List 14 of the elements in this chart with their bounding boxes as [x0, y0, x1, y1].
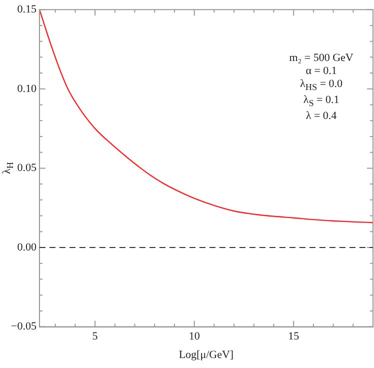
annotation: α = 0.1: [304, 64, 338, 78]
y-tick-label: 0.00: [17, 241, 37, 254]
x-tick-label: 15: [288, 330, 300, 342]
y-tick-label: −0.05: [10, 320, 37, 333]
x-tick-label: 10: [188, 330, 200, 342]
annotation: m₂ = 500 GeV: [289, 52, 354, 65]
annotation: λ = 0.4: [304, 110, 338, 123]
annotation: λ$_{S}$ = 0.1: [302, 94, 340, 110]
x-tick-label: 5: [92, 330, 98, 342]
x-axis-title: Log[μ/GeV]: [178, 348, 234, 362]
y-tick-label: 0.15: [17, 3, 37, 16]
annotation: λ$_{HS}$ = 0.0: [299, 78, 344, 94]
y-tick-label: 0.05: [17, 162, 37, 174]
y-tick-label: 0.10: [17, 82, 37, 95]
